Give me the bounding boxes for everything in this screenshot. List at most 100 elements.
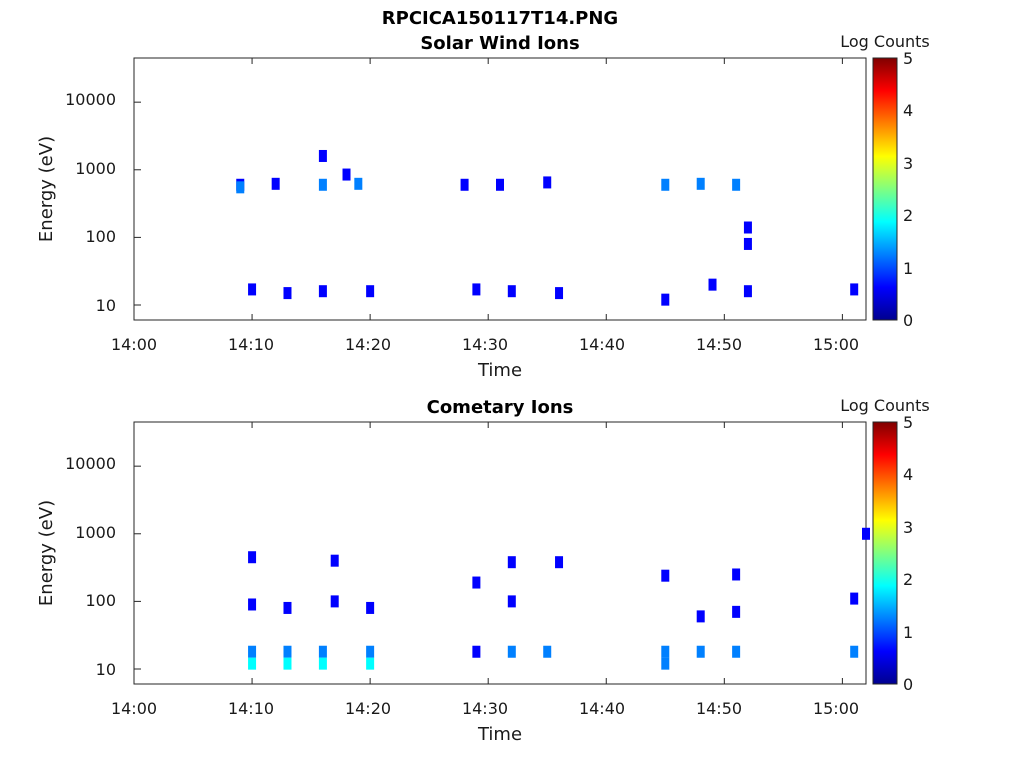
heatmap-cell	[366, 645, 375, 658]
colorbar-tick: 1	[903, 259, 913, 278]
colorbar-tick: 3	[903, 154, 913, 173]
y-tick-label: 10	[96, 660, 116, 679]
heatmap-cells	[248, 527, 870, 670]
heatmap-cell	[661, 657, 670, 670]
y-tick-label: 1000	[75, 159, 116, 178]
y-tick-labels: 10 100 1000 10000	[65, 90, 116, 315]
y-tick-label: 10	[96, 296, 116, 315]
heatmap-cell	[472, 645, 481, 658]
heatmap-cell	[862, 527, 870, 540]
heatmap-cell	[330, 554, 339, 567]
heatmap-cell	[743, 285, 752, 298]
heatmap-cell	[661, 645, 670, 658]
heatmap-cell	[708, 278, 717, 291]
heatmap-cell	[318, 285, 327, 298]
panel-solar-wind: Solar Wind Ions 10 100 1000 10000 14:00 …	[36, 32, 930, 381]
heatmap-cell	[248, 551, 257, 564]
x-axis-label: Time	[477, 724, 522, 745]
x-tick-labels: 14:00 14:10 14:20 14:30 14:40 14:50 15:0…	[111, 335, 859, 354]
heatmap-cell	[661, 293, 670, 306]
heatmap-cell	[354, 177, 363, 190]
heatmap-cell	[696, 610, 705, 623]
colorbar-ticks: 0 1 2 3 4 5	[903, 49, 913, 330]
heatmap-cell	[342, 168, 351, 181]
heatmap-cell	[850, 283, 859, 296]
heatmap-cell	[472, 576, 481, 589]
y-tick-label: 100	[85, 227, 116, 246]
plot-frame	[133, 421, 867, 685]
heatmap-cell	[555, 287, 564, 300]
axis-ticks	[133, 422, 843, 684]
x-tick-label: 14:40	[579, 699, 625, 718]
heatmap-cell	[236, 181, 245, 194]
heatmap-cell	[743, 221, 752, 234]
heatmap-cell	[507, 645, 516, 658]
x-tick-label: 15:00	[813, 699, 859, 718]
heatmap-cell	[661, 569, 670, 582]
plot-frame	[133, 57, 867, 321]
y-tick-label: 100	[85, 591, 116, 610]
x-tick-label: 14:20	[345, 335, 391, 354]
y-axis-label: Energy (eV)	[36, 500, 57, 606]
panel-title: Solar Wind Ions	[420, 33, 579, 54]
colorbar-tick: 2	[903, 570, 913, 589]
colorbar-ticks: 0 1 2 3 4 5	[903, 413, 913, 694]
axis-ticks	[133, 58, 843, 320]
heatmap-cell	[732, 178, 741, 191]
heatmap-cell	[507, 285, 516, 298]
heatmap-cell	[507, 595, 516, 608]
heatmap-cell	[732, 605, 741, 618]
heatmap-cell	[696, 177, 705, 190]
heatmap-cell	[732, 568, 741, 581]
heatmap-cell	[318, 178, 327, 191]
heatmap-cell	[850, 592, 859, 605]
x-tick-label: 14:10	[228, 335, 274, 354]
heatmap-cell	[460, 178, 469, 191]
heatmap-cell	[283, 601, 292, 614]
heatmap-cell	[472, 283, 481, 296]
heatmap-cells	[236, 149, 859, 306]
colorbar-label: Log Counts	[840, 32, 930, 51]
heatmap-cell	[248, 645, 257, 658]
heatmap-cell	[283, 287, 292, 300]
heatmap-cell	[318, 149, 327, 162]
heatmap-cell	[555, 556, 564, 569]
heatmap-cell	[271, 177, 280, 190]
x-tick-label: 14:30	[462, 699, 508, 718]
heatmap-cell	[248, 283, 257, 296]
heatmap-cell	[850, 645, 859, 658]
colorbar-tick: 2	[903, 206, 913, 225]
x-tick-labels: 14:00 14:10 14:20 14:30 14:40 14:50 15:0…	[111, 699, 859, 718]
x-tick-label: 14:50	[696, 699, 742, 718]
x-tick-label: 14:30	[462, 335, 508, 354]
colorbar-tick: 3	[903, 518, 913, 537]
panel-title: Cometary Ions	[427, 397, 574, 418]
x-tick-label: 14:50	[696, 335, 742, 354]
heatmap-cell	[696, 645, 705, 658]
heatmap-cell	[366, 601, 375, 614]
x-tick-label: 15:00	[813, 335, 859, 354]
heatmap-cell	[248, 598, 257, 611]
heatmap-cell	[496, 178, 504, 191]
heatmap-cell	[661, 178, 670, 191]
y-axis-label: Energy (eV)	[36, 136, 57, 242]
heatmap-cell	[330, 595, 339, 608]
heatmap-cell	[543, 645, 552, 658]
y-tick-labels: 10 100 1000 10000	[65, 454, 116, 679]
colorbar-tick: 5	[903, 49, 913, 68]
y-tick-label: 1000	[75, 523, 116, 542]
colorbar-tick: 0	[903, 311, 913, 330]
heatmap-cell	[318, 657, 327, 670]
panel-cometary: Cometary Ions 10 100 1000 10000 14:00 14…	[36, 396, 930, 745]
heatmap-cell	[248, 657, 257, 670]
heatmap-cell	[543, 176, 552, 189]
heatmap-cell	[283, 645, 292, 658]
heatmap-cell	[743, 237, 752, 250]
heatmap-cell	[507, 556, 516, 569]
heatmap-cell	[732, 645, 741, 658]
x-tick-label: 14:40	[579, 335, 625, 354]
x-tick-label: 14:00	[111, 699, 157, 718]
x-tick-label: 14:00	[111, 335, 157, 354]
x-axis-label: Time	[477, 360, 522, 381]
